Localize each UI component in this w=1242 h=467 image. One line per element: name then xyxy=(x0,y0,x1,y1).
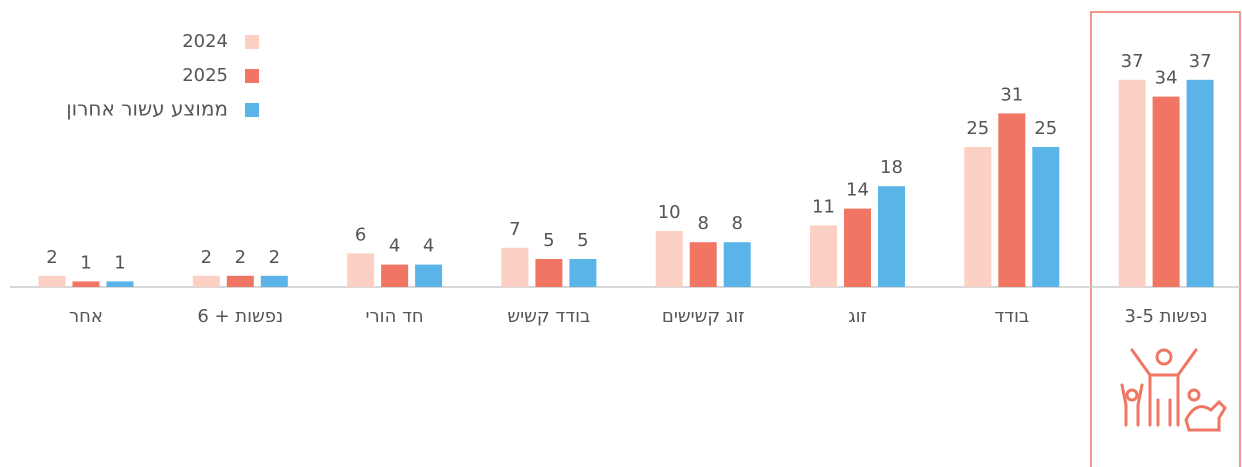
value-label: 14 xyxy=(846,180,869,201)
value-label: 2 xyxy=(269,247,280,268)
value-label: 2 xyxy=(201,247,212,268)
value-label: 2 xyxy=(235,247,246,268)
value-label: 2 xyxy=(46,247,57,268)
x-tick-label: נפשות 3-5 xyxy=(1125,306,1208,327)
bar xyxy=(38,275,66,287)
value-label: 1 xyxy=(80,252,91,273)
bar xyxy=(1032,147,1060,287)
bar xyxy=(1152,96,1180,287)
x-tick-label: אחר xyxy=(69,306,103,327)
value-label: 37 xyxy=(1121,51,1144,72)
value-label: 8 xyxy=(697,213,708,234)
legend-label: ממוצע עשור אחרון xyxy=(66,97,228,121)
value-label: 6 xyxy=(355,224,366,245)
highlight-box xyxy=(1090,11,1241,467)
bar xyxy=(810,225,837,287)
bar xyxy=(381,264,409,287)
bar xyxy=(998,113,1026,288)
bar xyxy=(689,242,717,287)
bar xyxy=(844,208,871,287)
value-label: 11 xyxy=(812,196,835,217)
value-label: 25 xyxy=(966,118,989,139)
legend-swatch xyxy=(245,103,259,117)
legend-label: 2024 xyxy=(182,31,228,52)
bar xyxy=(106,281,134,287)
bar xyxy=(878,186,905,287)
value-label: 8 xyxy=(731,213,742,234)
bar xyxy=(347,253,375,287)
bar xyxy=(192,275,220,287)
value-label: 7 xyxy=(509,219,520,240)
value-label: 5 xyxy=(543,230,554,251)
bar xyxy=(260,275,288,287)
bar xyxy=(535,259,563,287)
legend-swatch xyxy=(245,69,259,83)
value-label: 1 xyxy=(114,252,125,273)
bar xyxy=(226,275,254,287)
value-label: 25 xyxy=(1034,118,1057,139)
bar xyxy=(964,147,992,287)
bar xyxy=(415,264,443,287)
value-label: 5 xyxy=(577,230,588,251)
value-label: 10 xyxy=(658,202,681,223)
family-icon xyxy=(1120,348,1227,432)
legend-label: 2025 xyxy=(182,65,228,86)
bar xyxy=(1118,79,1146,287)
bar xyxy=(655,231,683,287)
value-label: 18 xyxy=(880,157,903,178)
value-label: 37 xyxy=(1189,51,1212,72)
x-tick-label: בודד xyxy=(994,306,1029,327)
bar xyxy=(72,281,100,287)
value-label: 4 xyxy=(423,236,434,257)
value-label: 31 xyxy=(1000,84,1023,105)
x-tick-label: זוג קשישים xyxy=(662,306,745,327)
x-tick-label: בודד קשיש xyxy=(507,306,590,327)
bar xyxy=(1186,79,1214,287)
bar xyxy=(501,247,529,287)
legend-swatch xyxy=(245,35,259,49)
x-tick-label: חד הורי xyxy=(366,306,424,327)
x-tick-label: נפשות + 6 xyxy=(197,306,283,327)
x-tick-label: זוג xyxy=(848,306,867,327)
bar xyxy=(723,242,751,287)
value-label: 34 xyxy=(1155,68,1178,89)
bar xyxy=(569,259,597,287)
value-label: 4 xyxy=(389,236,400,257)
